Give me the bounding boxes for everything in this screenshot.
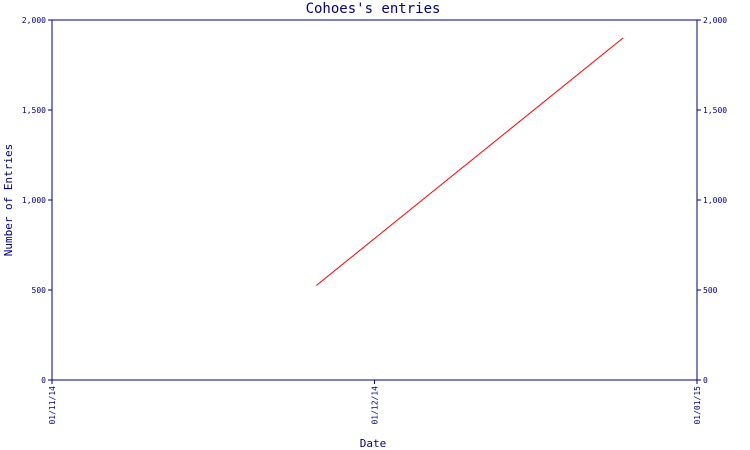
y-tick-label-left: 1,500 bbox=[22, 106, 46, 115]
y-axis-title: Number of Entries bbox=[2, 144, 15, 257]
x-axis: 01/11/14 01/12/14 01/01/15 bbox=[48, 380, 702, 425]
series-group bbox=[315, 37, 624, 286]
plot-area bbox=[51, 19, 698, 381]
x-axis-title: Date bbox=[360, 437, 387, 450]
y-tick-label-left: 0 bbox=[41, 376, 46, 385]
y-tick-label-left: 2,000 bbox=[22, 16, 46, 25]
y-tick-label-left: 500 bbox=[32, 286, 47, 295]
x-tick-label: 01/01/15 bbox=[693, 386, 702, 425]
y-axis: 0 0 500 500 1,000 1,000 1,500 1,500 2,000 2,000 bbox=[22, 16, 727, 385]
chart-title: Cohoes's entries bbox=[306, 1, 441, 17]
y-tick-label-right: 1,000 bbox=[703, 196, 727, 205]
y-tick-label-right: 2,000 bbox=[703, 16, 727, 25]
y-tick-label-right: 500 bbox=[703, 286, 718, 295]
series-line-0 bbox=[315, 37, 624, 286]
x-tick-label: 01/12/14 bbox=[371, 386, 380, 425]
y-tick-label-right: 0 bbox=[703, 376, 708, 385]
y-tick-label-right: 1,500 bbox=[703, 106, 727, 115]
x-tick-label: 01/11/14 bbox=[48, 386, 57, 425]
y-tick-label-left: 1,000 bbox=[22, 196, 46, 205]
